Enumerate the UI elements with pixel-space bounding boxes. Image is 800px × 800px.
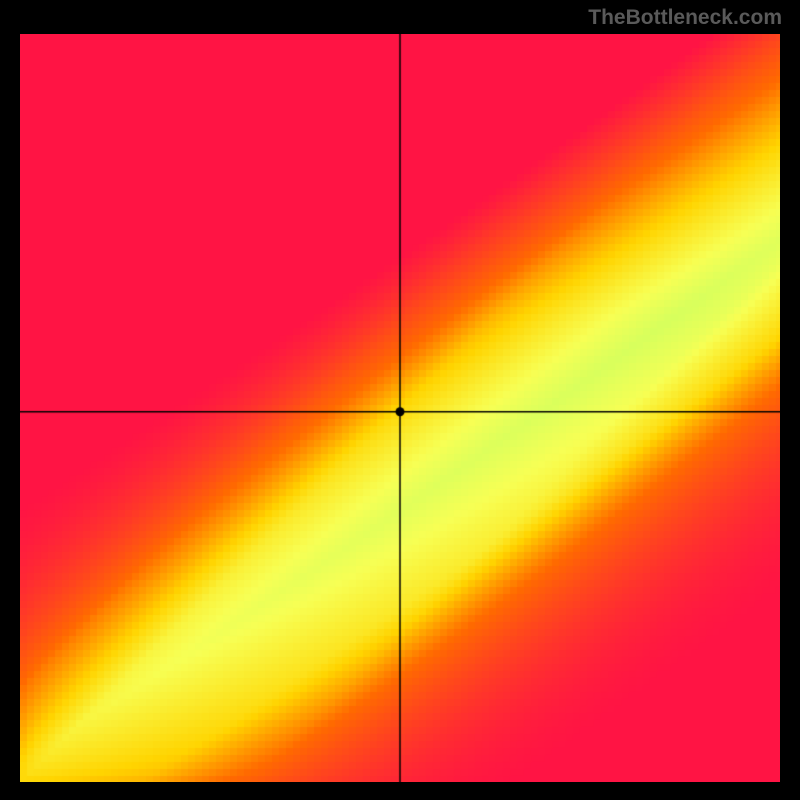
heatmap-plot [20,34,780,782]
heatmap-canvas [20,34,780,782]
watermark-text: TheBottleneck.com [588,6,782,30]
